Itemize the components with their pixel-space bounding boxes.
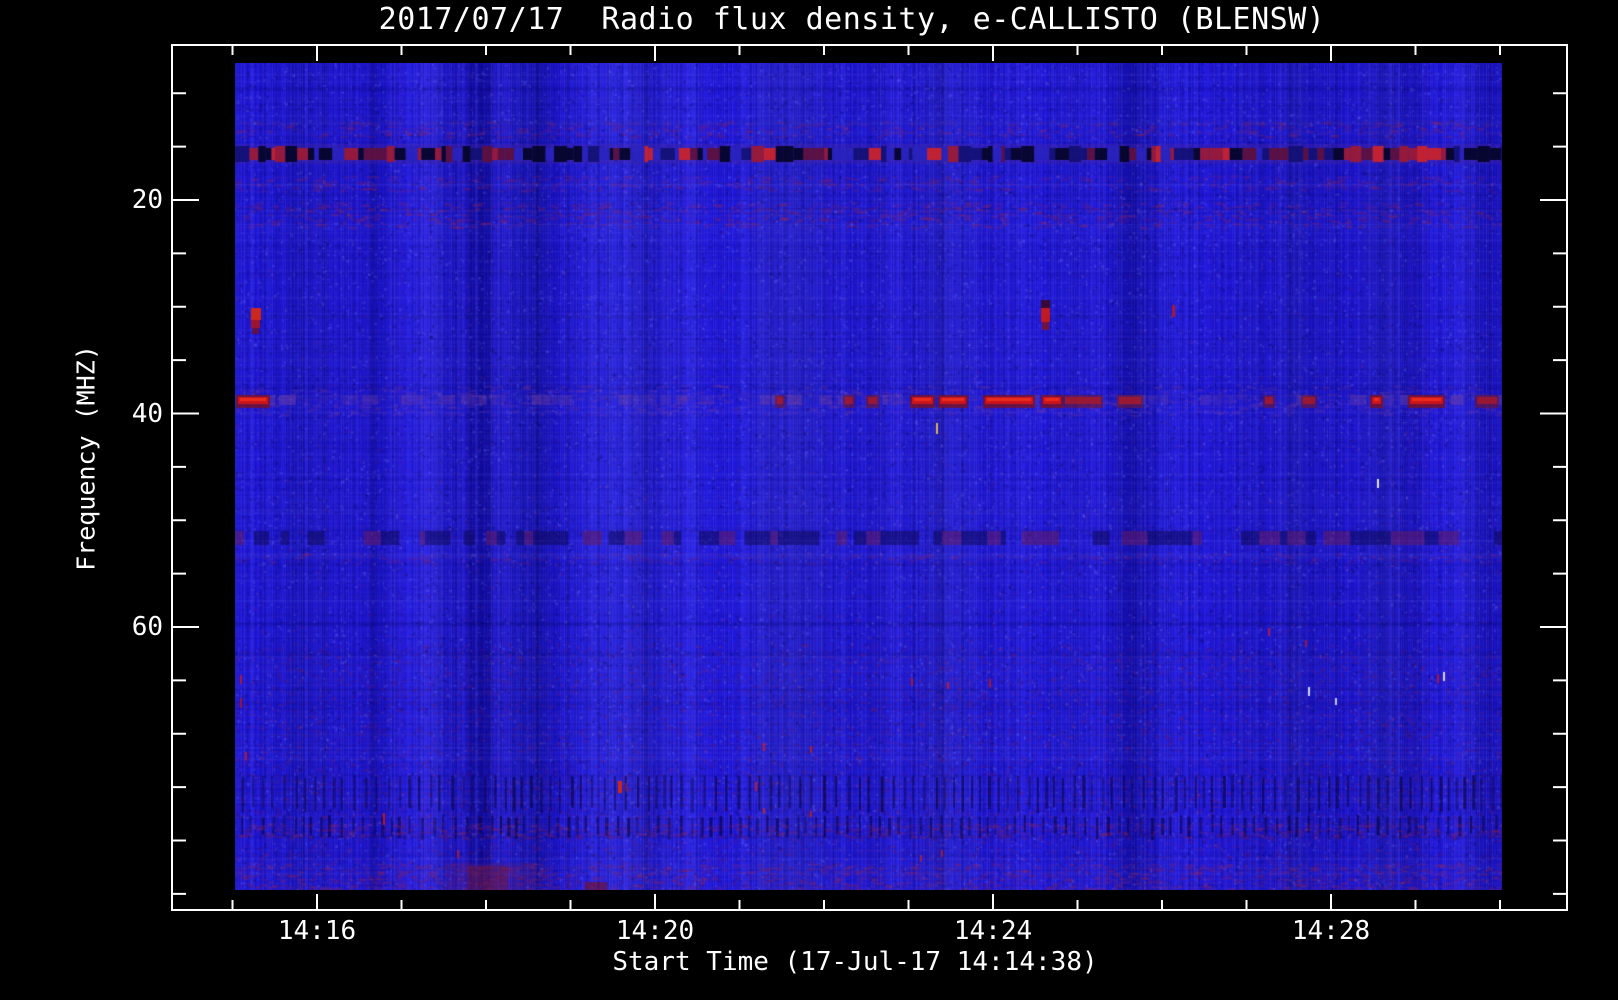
y-tick-label: 60 [131, 612, 163, 642]
y-tick-label: 40 [131, 398, 163, 429]
x-tick-label: 14:20 [615, 916, 695, 946]
y-tick-label: 20 [131, 185, 163, 215]
x-axis-label: Start Time (17-Jul-17 14:14:38) [612, 947, 1098, 977]
x-tick-label: 14:24 [953, 916, 1033, 946]
plot-title: 2017/07/17 Radio flux density, e-CALLIST… [378, 2, 1326, 37]
x-tick-label: 14:16 [277, 916, 357, 946]
spectrogram-image [235, 63, 1502, 890]
x-tick-label: 14:28 [1291, 916, 1371, 946]
